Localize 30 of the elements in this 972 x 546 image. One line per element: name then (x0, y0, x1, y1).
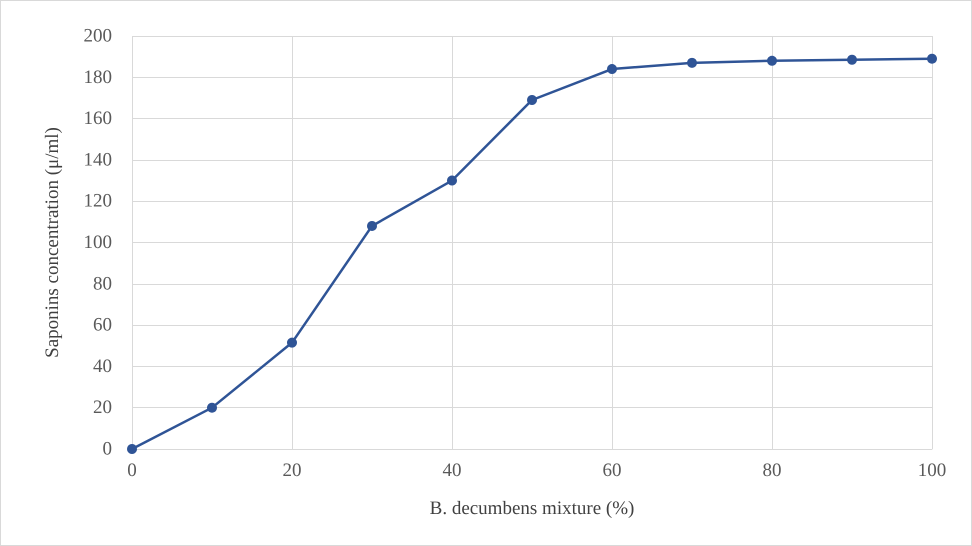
point (927, 54, 937, 64)
y-tick-label: 0 (102, 438, 112, 460)
x-tick-label: 20 (282, 460, 302, 481)
x-tick-label: 0 (127, 460, 137, 481)
x-tick-label: 60 (602, 460, 622, 481)
point (367, 220, 377, 231)
y-tick-label: 180 (84, 66, 112, 88)
point (527, 95, 537, 106)
y-tick-label: 160 (84, 108, 112, 130)
point (207, 402, 217, 413)
point (847, 54, 857, 65)
point (767, 56, 777, 66)
y-tick-label: 100 (84, 232, 112, 253)
y-tick-label: 60 (93, 314, 112, 336)
x-axis-title: B. decumbens mixture (%) (430, 498, 634, 519)
y-tick-label: 40 (93, 356, 112, 377)
x-tick-label: 80 (762, 460, 782, 481)
y-tick-label: 120 (84, 190, 112, 212)
point (607, 64, 617, 74)
y-tick-label: 140 (84, 149, 112, 170)
y-tick-label: 200 (84, 26, 112, 46)
point (447, 176, 457, 186)
y-tick-label: 80 (93, 273, 112, 294)
y-tick-label: 20 (93, 397, 112, 418)
y-axis-title: Saponins concentration (μ/ml) (42, 127, 63, 358)
point (687, 58, 697, 68)
x-tick-label: 40 (442, 460, 462, 481)
x-tick-label: 100 (918, 460, 946, 481)
point (127, 444, 137, 454)
point (287, 338, 297, 348)
